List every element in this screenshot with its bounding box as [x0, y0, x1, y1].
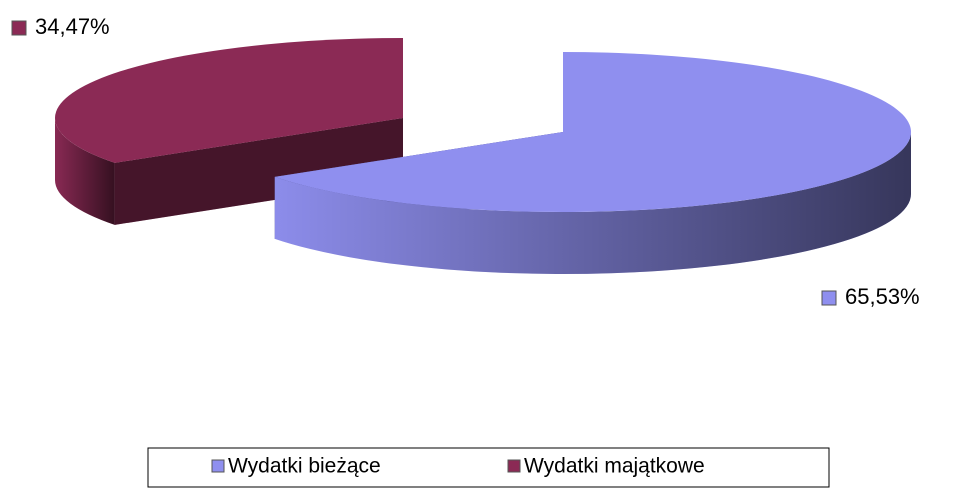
legend-label: Wydatki bieżące: [228, 455, 381, 478]
legend-label: Wydatki majątkowe: [524, 455, 705, 478]
data-label: 34,47%: [35, 14, 110, 39]
data-label: 65,53%: [845, 284, 920, 309]
legend-box: [147, 447, 830, 488]
label-swatch: [11, 20, 27, 36]
legend-swatch: [211, 459, 225, 473]
slice: [55, 38, 404, 163]
slice-wall-shade: [55, 118, 115, 225]
legend-swatch: [507, 459, 521, 473]
label-swatch: [821, 290, 837, 306]
slice-side-shade: [114, 118, 403, 225]
slice-wall-shade: [274, 132, 912, 274]
slice: [274, 52, 912, 213]
